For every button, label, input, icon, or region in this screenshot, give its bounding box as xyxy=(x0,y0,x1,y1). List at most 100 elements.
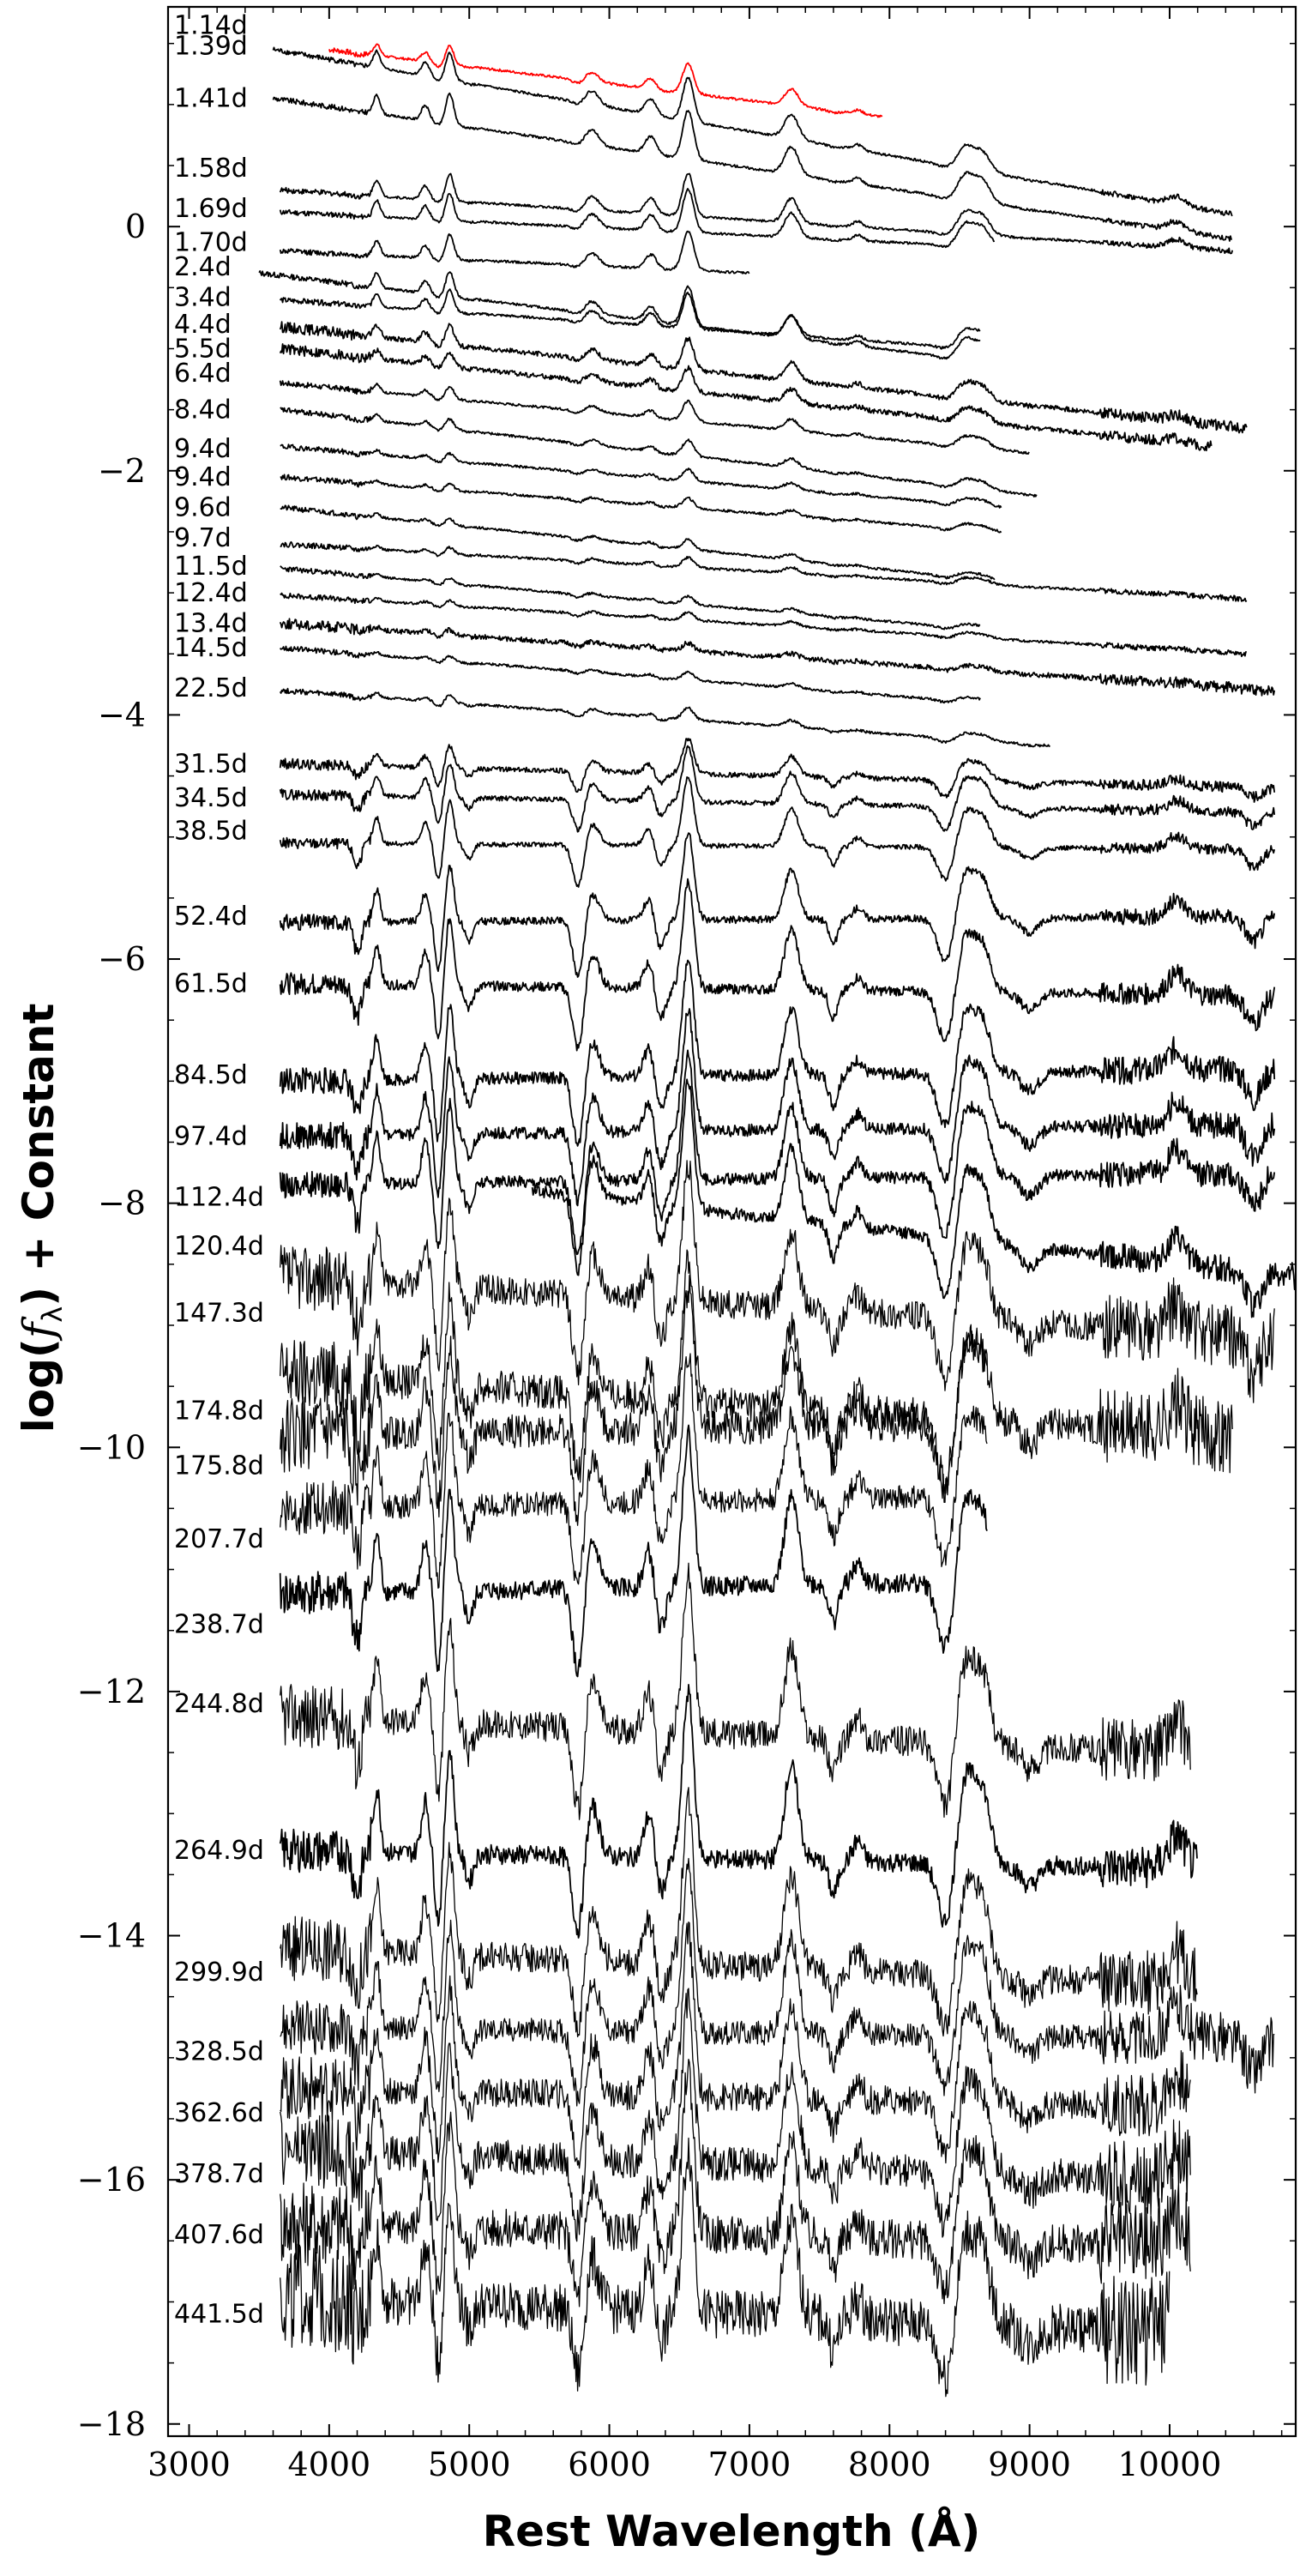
spectrum-series-line xyxy=(279,1049,1276,1256)
spectrum-series-line xyxy=(279,645,981,704)
x-tick-label-bottom: 4000 xyxy=(287,2446,370,2483)
epoch-label: 1.69d xyxy=(174,194,248,224)
epoch-label: 9.7d xyxy=(174,523,232,553)
epoch-label: 1.58d xyxy=(174,154,248,184)
spectra-series-group xyxy=(258,43,1297,2398)
spectrum-series-line xyxy=(258,269,981,360)
x-tick-label-bottom: 5000 xyxy=(428,2446,511,2483)
y-tick-label: −4 xyxy=(98,696,146,733)
epoch-label: 112.4d xyxy=(174,1183,264,1213)
y-tick-label: 0 xyxy=(125,208,146,245)
spectrum-series-line xyxy=(280,1857,1275,2107)
spectrum-series-line xyxy=(280,2137,1171,2398)
epoch-label: 1.41d xyxy=(174,84,248,114)
epoch-label: 4.4d xyxy=(174,310,232,340)
epoch-label: 238.7d xyxy=(174,1610,264,1640)
epoch-label: 9.6d xyxy=(174,492,232,522)
epoch-label: 207.7d xyxy=(174,1524,264,1554)
x-tick-label-bottom: 3000 xyxy=(147,2446,231,2483)
spectrum-series-line xyxy=(280,1353,988,1589)
spectrum-series-line xyxy=(280,2058,1191,2308)
spectrum-series-line xyxy=(279,832,1276,978)
y-axis-title: log(fλ) + Constant xyxy=(14,1004,69,1433)
spectrum-series-line xyxy=(279,172,1234,255)
epoch-label: 6.4d xyxy=(174,359,232,389)
spectrum-series-line xyxy=(280,592,1248,658)
epoch-label: 22.5d xyxy=(174,673,248,703)
spectrum-series-line xyxy=(279,230,750,274)
epoch-label: 1.39d xyxy=(174,32,248,62)
x-tick-label-bottom: 8000 xyxy=(848,2446,931,2483)
epoch-label: 8.4d xyxy=(174,395,232,425)
y-tick-label: −14 xyxy=(77,1917,146,1955)
y-tick-label: −2 xyxy=(98,452,146,490)
epoch-label: 264.9d xyxy=(174,1836,264,1866)
spectrum-series-line xyxy=(531,1078,1297,1318)
spectrum-series-line xyxy=(280,474,1002,534)
x-tick-label-top: 5000 xyxy=(428,0,511,6)
x-tick-label-top: 4000 xyxy=(287,0,370,6)
spectrum-series-line xyxy=(279,380,1030,455)
epoch-label: 38.5d xyxy=(174,817,248,847)
epoch-label: 9.4d xyxy=(174,434,232,464)
y-tick-label: −6 xyxy=(98,940,146,978)
epoch-label: 175.8d xyxy=(174,1451,264,1481)
epoch-label: 378.7d xyxy=(174,2159,264,2189)
spectrum-series-line xyxy=(280,443,1002,509)
spectrum-series-line xyxy=(279,745,1276,833)
spectrum-series-line xyxy=(279,959,1276,1147)
epoch-label: 97.4d xyxy=(174,1121,248,1151)
epoch-label: 362.6d xyxy=(174,2098,264,2128)
spectrum-series-line xyxy=(280,1160,1275,1403)
plot-frame xyxy=(166,5,1297,2438)
epoch-label: 12.4d xyxy=(174,578,248,608)
x-tick-label-top: 8000 xyxy=(848,0,931,6)
x-tick-label-top: 10000 xyxy=(1118,0,1222,6)
epoch-label: 13.4d xyxy=(174,609,248,639)
epoch-label: 9.4d xyxy=(174,462,232,492)
spectrum-series-line xyxy=(279,288,981,350)
epoch-label: 407.6d xyxy=(174,2220,264,2250)
x-tick-label-bottom: 10000 xyxy=(1118,2446,1222,2483)
x-tick-label-bottom: 6000 xyxy=(568,2446,651,2483)
x-tick-label-bottom: 7000 xyxy=(708,2446,791,2483)
y-tick-label: −16 xyxy=(77,2161,146,2199)
spectrum-series-line xyxy=(279,738,1276,803)
y-tick-label: −10 xyxy=(77,1428,146,1466)
epoch-label: 441.5d xyxy=(174,2300,264,2330)
epoch-label: 1.70d xyxy=(174,228,248,258)
y-tick-label: −8 xyxy=(98,1185,146,1222)
x-tick-label-top: 7000 xyxy=(708,0,791,6)
epoch-label: 84.5d xyxy=(174,1060,248,1090)
spectrum-series-line xyxy=(328,43,883,118)
y-tick-label: −12 xyxy=(77,1673,146,1710)
spectrum-series-line xyxy=(280,407,1038,498)
spectrum-series-line xyxy=(280,1249,1233,1494)
y-axis-title-prefix: log( xyxy=(14,1338,63,1433)
epoch-label: 61.5d xyxy=(174,968,248,998)
spectrum-series-line xyxy=(279,1008,1276,1207)
spectrum-series-line xyxy=(279,687,1051,748)
y-tick-label: −18 xyxy=(77,2405,146,2443)
epoch-label: 5.5d xyxy=(174,334,232,364)
axes-group: 3000 3000 4000 4000 5000 5000 6000 6000 7000 7000… xyxy=(77,0,1296,2483)
epoch-label: 147.3d xyxy=(174,1299,264,1329)
spectrum-series-line xyxy=(272,92,1232,242)
spectrum-series-line xyxy=(280,1787,1198,2038)
spectrum-series-line xyxy=(280,504,996,581)
spectrum-series-line xyxy=(279,1424,988,1678)
spectrum-series-line xyxy=(279,187,996,249)
y-axis-title-subscript: λ xyxy=(36,1306,69,1323)
spectrum-series-line xyxy=(280,565,981,630)
spectrum-series-line xyxy=(279,776,1276,888)
spectrum-series-line xyxy=(280,1275,988,1526)
spectrum-series-line xyxy=(280,1921,1191,2169)
epoch-label: 299.9d xyxy=(174,1958,264,1988)
epoch-label: 52.4d xyxy=(174,902,248,932)
y-axis-title-suffix: ) + Constant xyxy=(14,1004,63,1306)
x-tick-label-bottom: 9000 xyxy=(988,2446,1071,2483)
spectrum-series-line xyxy=(279,1684,1198,1939)
spectrum-series-line xyxy=(279,878,1276,1052)
